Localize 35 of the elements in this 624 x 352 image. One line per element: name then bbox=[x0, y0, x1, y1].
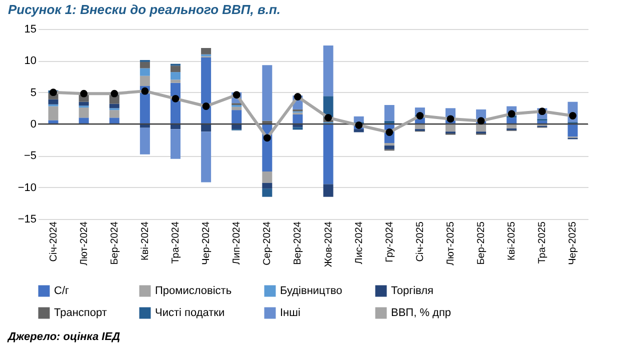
x-tick-label: Тра-2025 bbox=[537, 221, 548, 264]
x-tick-label: Лют-2025 bbox=[446, 221, 456, 266]
y-tick-label: 5 bbox=[30, 86, 36, 99]
text: Джерело: оцінка IEД bbox=[7, 331, 120, 343]
x-tick-label: Січ-2024 bbox=[48, 221, 60, 262]
legend-label: Транспорт bbox=[54, 307, 107, 319]
y-tick-label: −15 bbox=[18, 214, 36, 226]
x-tick-label: Бер-2024 bbox=[109, 221, 120, 265]
x-tick-label: Бер-2025 bbox=[476, 221, 488, 265]
y-tick-label: −10 bbox=[18, 182, 36, 194]
x-tick-label: Гру-2024 bbox=[384, 221, 396, 262]
x-tick-label: Вер-2024 bbox=[292, 221, 304, 265]
x-tick-label: Жов-2024 bbox=[323, 221, 334, 268]
x-tick-label: Кві-2024 bbox=[140, 221, 151, 260]
x-tick-label: Чер-2024 bbox=[201, 221, 212, 265]
y-tick-label: 15 bbox=[24, 24, 36, 36]
legend-label: Чисті податки bbox=[155, 307, 225, 319]
chart-title: Рисунок 1: Внески до реального ВВП, в.п. bbox=[8, 2, 281, 17]
legend-label: С/г bbox=[54, 285, 70, 297]
legend-label: Інші bbox=[280, 307, 300, 319]
x-tick-label: Чер-2025 bbox=[568, 221, 579, 265]
y-tick-label: −5 bbox=[24, 150, 36, 162]
x-tick-label: Січ-2025 bbox=[414, 221, 426, 262]
x-tick-label: Кві-2025 bbox=[506, 221, 518, 260]
legend-label: Будівництво bbox=[280, 285, 342, 297]
x-tick-label: Лип-2024 bbox=[232, 221, 243, 265]
y-tick-label: 0 bbox=[30, 118, 36, 130]
x-tick-label: Сер-2024 bbox=[262, 221, 274, 266]
x-tick-label: Лют-2024 bbox=[78, 221, 90, 266]
legend-label: Промисловість bbox=[155, 285, 232, 297]
legend-label: ВВП, % дпр bbox=[391, 307, 452, 319]
y-tick-label: 10 bbox=[24, 55, 36, 68]
x-tick-label: Тра-2024 bbox=[170, 221, 182, 264]
x-tick-label: Лис-2024 bbox=[354, 221, 365, 264]
legend-label: Торгівля bbox=[391, 285, 434, 297]
